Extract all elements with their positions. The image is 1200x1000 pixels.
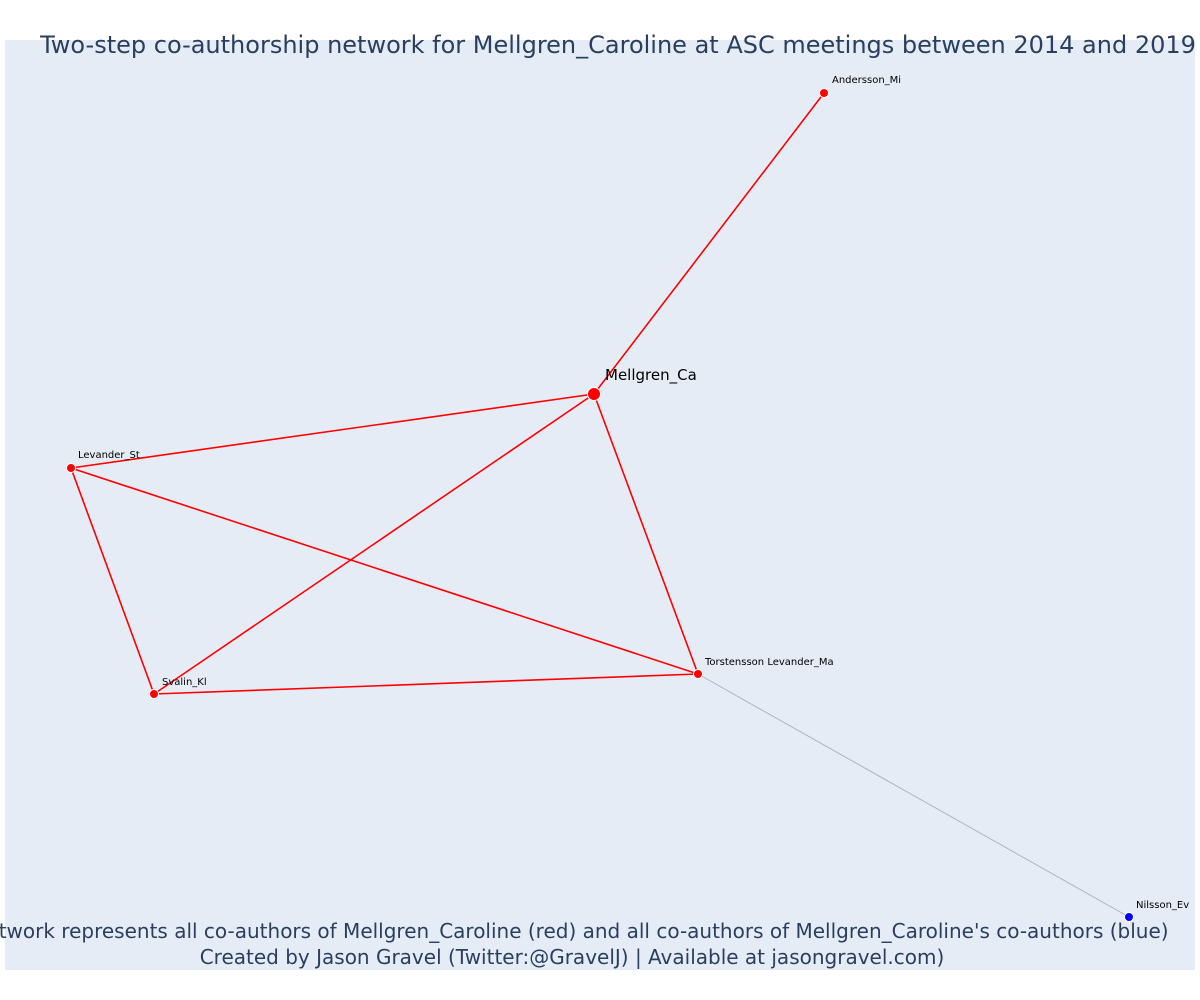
node-label-mellgren: Mellgren_Ca: [605, 366, 697, 385]
edge-torstensson-nilsson: [697, 673, 1130, 918]
chart-title: Two-step co-authorship network for Mellg…: [39, 31, 1196, 59]
node-label-svalin: Svalin_Kl: [162, 677, 207, 688]
node-mellgren[interactable]: [587, 387, 601, 401]
edge-mellgren-torstensson: [593, 393, 699, 675]
node-label-torstensson: Torstensson Levander_Ma: [704, 657, 834, 668]
node-label-nilsson: Nilsson_Ev: [1136, 900, 1189, 911]
edge-mellgren-levander: [70, 393, 595, 469]
plot-area: [5, 40, 1195, 970]
node-nilsson[interactable]: [1124, 912, 1134, 922]
node-levander[interactable]: [66, 463, 76, 473]
edges-layer: [70, 92, 1130, 918]
node-svalin[interactable]: [149, 689, 159, 699]
node-label-levander: Levander_St: [78, 450, 140, 461]
node-torstensson[interactable]: [693, 669, 703, 679]
edge-mellgren-svalin: [153, 393, 595, 695]
edge-mellgren-andersson: [593, 92, 825, 395]
node-label-andersson: Andersson_Mi: [832, 75, 901, 86]
nodes-layer: [66, 88, 1134, 922]
caption-line-2: Created by Jason Gravel (Twitter:@Gravel…: [200, 945, 945, 969]
edge-levander-svalin: [70, 467, 155, 695]
edge-svalin-torstensson: [153, 673, 699, 695]
edge-levander-torstensson: [70, 467, 699, 675]
caption-line-1: Network represents all co-authors of Mel…: [0, 919, 1169, 943]
node-andersson[interactable]: [819, 88, 829, 98]
labels-layer: Mellgren_Ca Andersson_Mi Levander_St Svalin…: [78, 75, 1189, 911]
